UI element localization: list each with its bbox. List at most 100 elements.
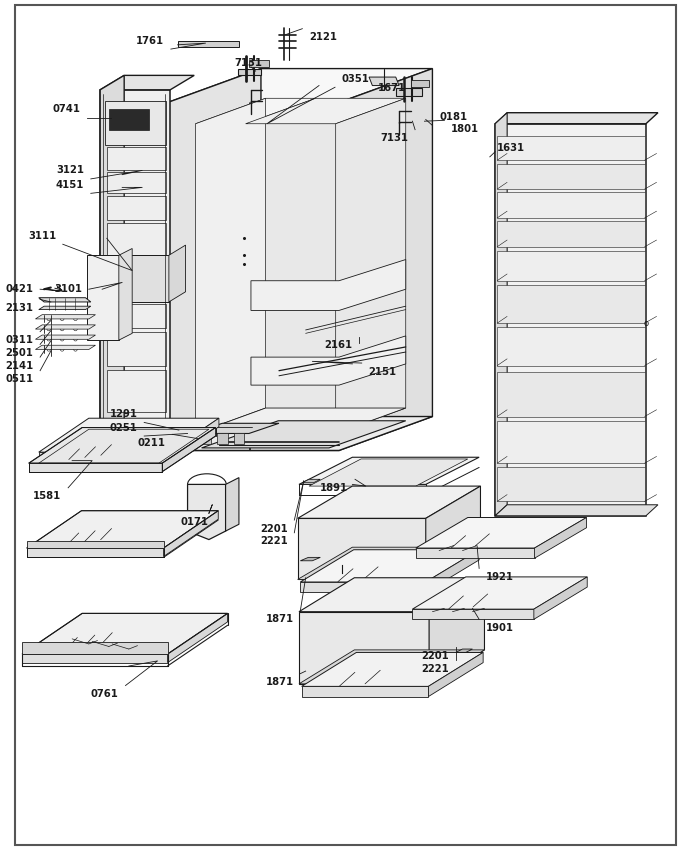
Circle shape [270,440,275,447]
Polygon shape [497,137,645,161]
Text: 1291: 1291 [109,409,137,419]
Text: 3121: 3121 [56,166,84,175]
Text: 0181: 0181 [439,112,467,122]
Polygon shape [107,257,165,298]
Polygon shape [534,518,587,558]
Text: 0761: 0761 [91,689,119,699]
Polygon shape [217,434,228,444]
Polygon shape [495,124,646,516]
Text: 0311: 0311 [5,335,33,345]
Polygon shape [369,77,399,86]
Polygon shape [426,486,481,580]
Polygon shape [415,518,587,548]
Polygon shape [495,113,507,516]
Polygon shape [250,103,339,450]
Text: 0251: 0251 [109,422,137,433]
Polygon shape [298,518,426,580]
Polygon shape [29,428,216,463]
Polygon shape [301,550,479,582]
Polygon shape [495,113,658,124]
Polygon shape [495,505,658,516]
Polygon shape [39,298,91,302]
Polygon shape [196,99,316,124]
Polygon shape [164,511,218,557]
Polygon shape [396,88,422,96]
Text: 1761: 1761 [136,36,164,46]
Polygon shape [102,255,169,302]
Polygon shape [107,223,165,255]
Polygon shape [299,612,429,684]
Polygon shape [298,547,481,580]
Polygon shape [426,550,479,592]
Text: 0421: 0421 [5,284,33,294]
Text: 2151: 2151 [369,366,396,377]
Polygon shape [411,81,429,88]
Text: 1921: 1921 [486,572,514,582]
Circle shape [243,437,254,451]
Text: 2121: 2121 [309,32,337,42]
Polygon shape [107,196,165,219]
Circle shape [267,437,277,451]
Polygon shape [169,245,186,302]
Polygon shape [188,484,226,540]
Polygon shape [302,653,483,686]
Polygon shape [192,423,279,434]
Text: 2221: 2221 [260,536,288,547]
Text: 3111: 3111 [28,230,56,241]
Polygon shape [35,314,95,319]
Polygon shape [415,548,534,558]
Polygon shape [163,428,216,472]
Polygon shape [301,558,320,561]
Polygon shape [39,418,219,452]
Polygon shape [497,421,645,463]
Text: 0351: 0351 [341,74,369,84]
Text: 2221: 2221 [422,664,449,673]
Polygon shape [22,654,167,663]
Text: 3101: 3101 [54,284,82,294]
Polygon shape [336,99,406,434]
Circle shape [246,440,252,447]
Polygon shape [107,370,165,412]
Polygon shape [497,221,645,246]
Polygon shape [339,69,432,451]
Polygon shape [22,614,228,654]
Polygon shape [167,69,261,451]
Polygon shape [27,511,218,548]
Polygon shape [299,650,484,684]
Polygon shape [497,192,645,218]
Polygon shape [109,110,149,130]
Polygon shape [497,164,645,189]
Polygon shape [27,548,164,557]
Polygon shape [226,478,239,531]
Polygon shape [87,255,119,340]
Text: 1671: 1671 [377,83,406,94]
Text: 2141: 2141 [5,360,33,371]
Text: 7131: 7131 [380,133,409,143]
Polygon shape [412,609,534,620]
Polygon shape [497,327,645,366]
Polygon shape [200,434,211,444]
Polygon shape [167,69,432,103]
Polygon shape [237,69,261,76]
Polygon shape [196,99,266,434]
Polygon shape [497,285,645,323]
Text: 1891: 1891 [320,483,348,493]
Polygon shape [39,452,169,461]
Polygon shape [39,306,91,309]
Text: 1581: 1581 [33,491,61,501]
Circle shape [333,428,339,434]
Circle shape [309,430,315,437]
Polygon shape [107,172,165,193]
Polygon shape [167,416,432,450]
Polygon shape [428,653,483,696]
Polygon shape [177,42,239,48]
Text: 1631: 1631 [496,144,524,153]
Text: 7131: 7131 [235,58,262,68]
Text: 0741: 0741 [52,105,80,114]
Polygon shape [100,445,194,459]
Polygon shape [299,457,479,484]
Polygon shape [22,643,167,654]
Text: 2201: 2201 [422,651,449,660]
Circle shape [307,427,318,440]
Polygon shape [35,335,95,339]
